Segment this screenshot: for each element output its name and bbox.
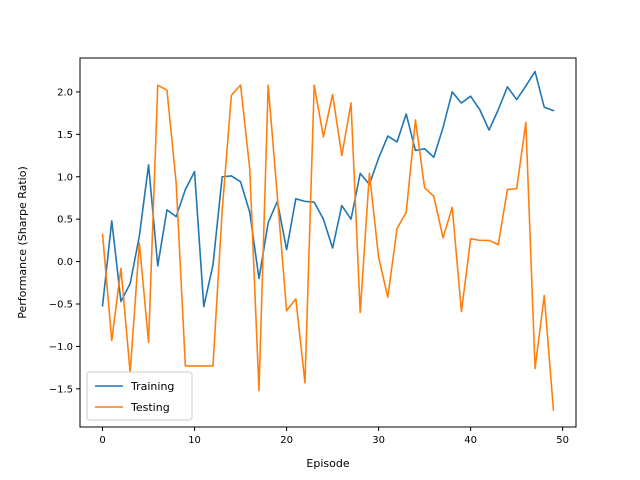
series-layer: [101, 70, 555, 411]
x-tick-label: 50: [556, 435, 569, 446]
y-tick-label: 1.5: [57, 130, 73, 141]
y-tick-label: 0.0: [57, 257, 73, 268]
x-axis-label: Episode: [306, 457, 349, 470]
y-tick-label: 0.5: [57, 215, 73, 226]
legend-box: [86, 371, 193, 421]
y-tick-label: 1.0: [57, 172, 73, 183]
y-axis-ticks: −1.5 −1.0 −0.5 0.0 0.5 1.0 1.5 2.0: [49, 87, 80, 395]
y-tick-label: 2.0: [57, 87, 73, 98]
x-tick-label: 30: [372, 435, 385, 446]
x-axis-ticks: 0 10 20 30 40 50: [99, 427, 569, 446]
x-tick-label: 40: [464, 435, 477, 446]
legend-label-testing: Testing: [130, 401, 170, 414]
y-tick-label: −1.0: [49, 342, 73, 353]
plot-area: [79, 57, 577, 428]
y-tick-label: −1.5: [49, 384, 73, 395]
y-axis-label: Performance (Sharpe Ratio): [16, 166, 29, 319]
y-tick-label: −0.5: [49, 300, 73, 311]
legend: Training Testing: [86, 371, 193, 421]
x-tick-label: 10: [188, 435, 201, 446]
series-line-testing: [101, 84, 555, 411]
x-tick-label: 20: [280, 435, 293, 446]
legend-label-training: Training: [130, 380, 174, 393]
x-tick-label: 0: [99, 435, 105, 446]
axes-frame: [79, 57, 577, 428]
